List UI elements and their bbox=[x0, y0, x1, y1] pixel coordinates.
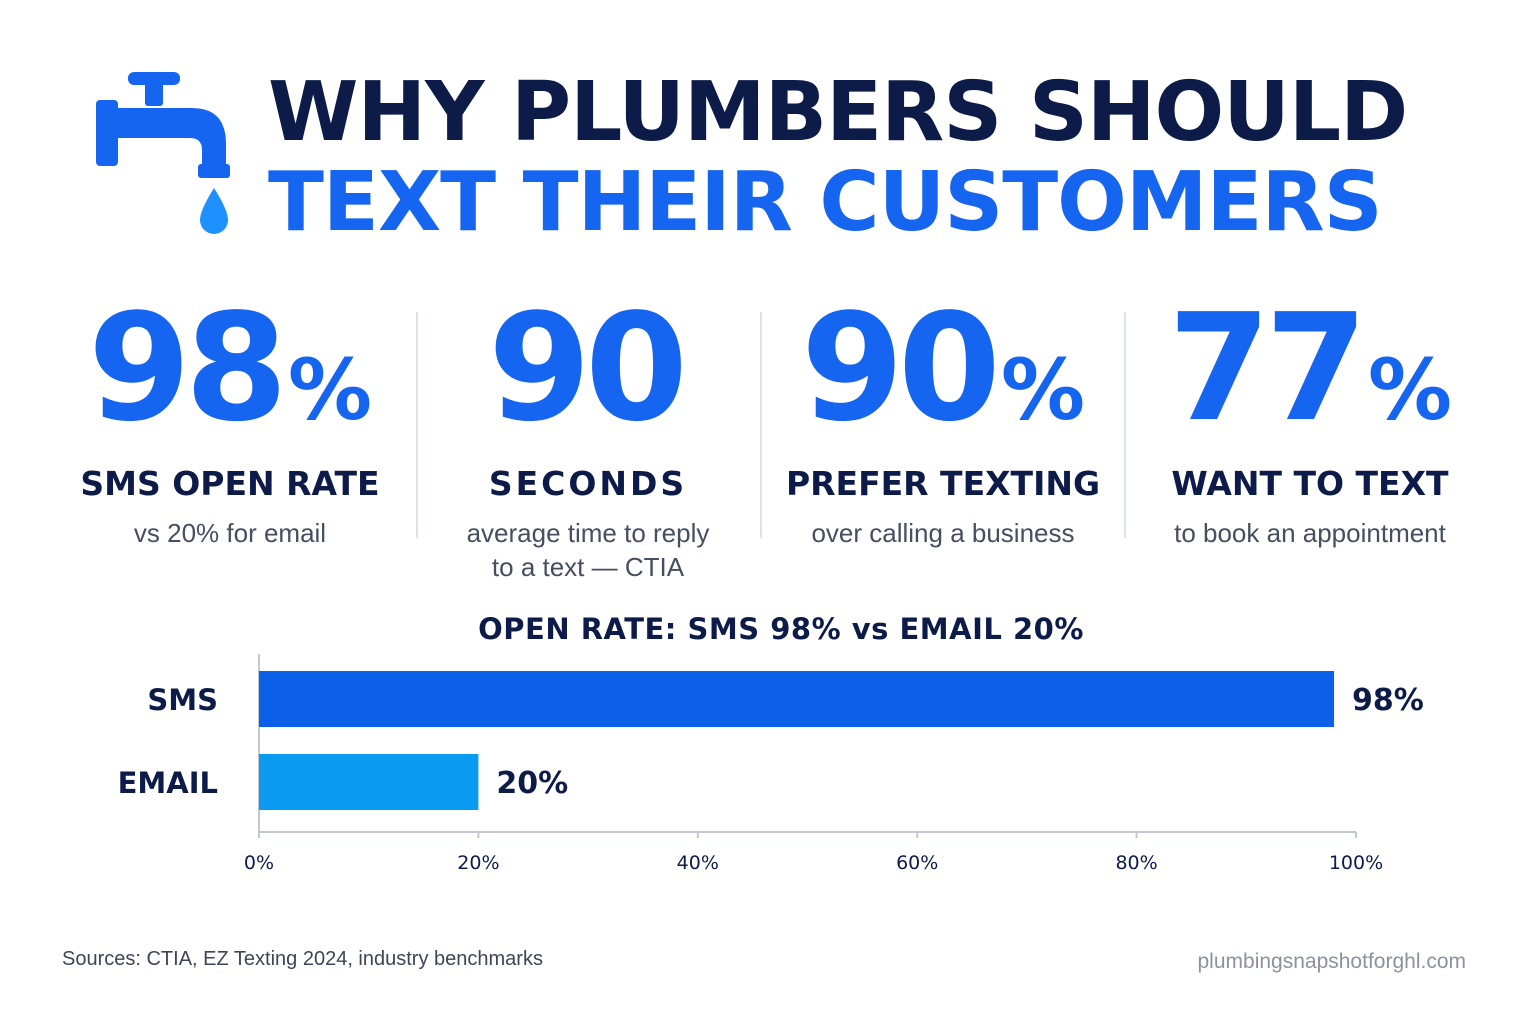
site-url: plumbingsnapshotforghl.com bbox=[1197, 950, 1467, 973]
chart-title: OPEN RATE: SMS 98% vs EMAIL 20% bbox=[478, 612, 1084, 646]
stat-label: WANT TO TEXT bbox=[1171, 464, 1449, 503]
stat-value: 77% bbox=[1167, 282, 1453, 454]
stat-sms-open-rate: 98% SMS OPEN RATE vs 20% for email bbox=[50, 282, 410, 558]
stat-divider bbox=[1124, 312, 1126, 538]
category-label: SMS bbox=[147, 683, 218, 717]
x-tick-label: 60% bbox=[896, 852, 938, 874]
stat-divider bbox=[760, 312, 762, 538]
x-tick-label: 0% bbox=[244, 852, 274, 874]
stat-want-to-text: 77% WANT TO TEXT to book an appointment bbox=[1140, 282, 1480, 558]
bar-email bbox=[259, 754, 479, 810]
category-label: EMAIL bbox=[118, 766, 218, 800]
value-label: 98% bbox=[1352, 683, 1424, 718]
x-tick-label: 20% bbox=[457, 852, 499, 874]
x-tick-label: 100% bbox=[1329, 852, 1383, 874]
title-line-1: WHY PLUMBERS SHOULD bbox=[268, 65, 1408, 160]
stat-label: SECONDS bbox=[488, 464, 688, 503]
bar-sms bbox=[259, 671, 1335, 727]
water-drop-icon bbox=[200, 188, 228, 234]
stat-divider bbox=[416, 312, 418, 538]
stats-row: 98% SMS OPEN RATE vs 20% for email 90 SE… bbox=[50, 282, 1486, 582]
page-title: WHY PLUMBERS SHOULD TEXT THEIR CUSTOMERS bbox=[268, 68, 1508, 248]
sources-note: Sources: CTIA, EZ Texting 2024, industry… bbox=[62, 948, 543, 970]
value-label: 20% bbox=[496, 766, 568, 801]
stat-value: 90% bbox=[800, 282, 1086, 454]
open-rate-bar-chart: 0% 20% 40% 60% 80% 100% SMS 98% EMAIL 20% bbox=[118, 654, 1424, 874]
stat-prefer-texting: 90% PREFER TEXTING over calling a busine… bbox=[776, 282, 1110, 558]
stat-value: 90 bbox=[488, 282, 688, 454]
stat-label: PREFER TEXTING bbox=[785, 464, 1101, 503]
stat-sub: to book an appointment bbox=[1174, 518, 1446, 548]
x-tick-label: 40% bbox=[677, 852, 719, 874]
faucet-icon bbox=[96, 72, 230, 234]
stat-reply-seconds: 90 SECONDS average time to reply to a te… bbox=[432, 282, 744, 582]
stat-sub: average time to reply to a text — CTIA bbox=[466, 518, 710, 582]
stat-sub: over calling a business bbox=[811, 518, 1075, 548]
stat-sub: vs 20% for email bbox=[133, 518, 327, 548]
title-line-2: TEXT THEIR CUSTOMERS bbox=[268, 155, 1383, 250]
stat-value: 98% bbox=[87, 282, 373, 454]
stat-label: SMS OPEN RATE bbox=[80, 464, 380, 503]
x-tick-label: 80% bbox=[1115, 852, 1157, 874]
